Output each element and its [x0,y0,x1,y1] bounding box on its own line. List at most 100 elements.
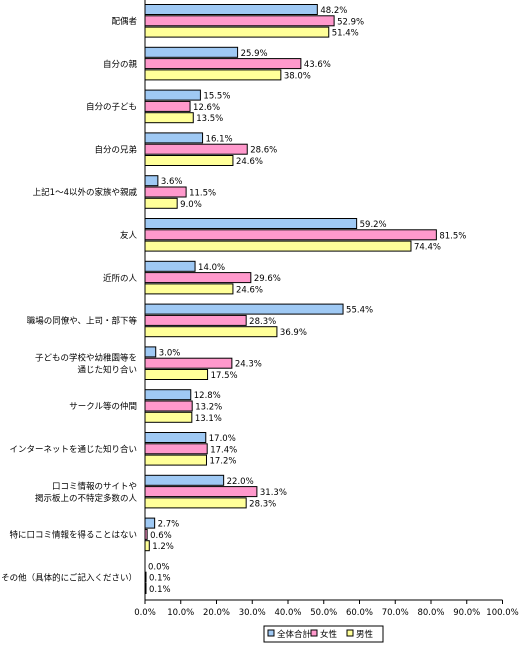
category-label-line: 職場の同僚や、上司・部下等 [27,316,138,327]
data-label: 28.6% [250,146,277,156]
category-label-line: 自分の親 [103,59,138,70]
data-label: 12.6% [193,103,220,113]
bar [144,497,247,509]
category-label: 友人 [120,230,138,241]
category-label-line: 自分の兄弟 [94,144,137,155]
data-label: 17.0% [209,434,236,444]
category-label-line: インターネットを通じた知り合い [9,444,137,455]
bar [144,272,252,284]
data-label: 0.1% [149,574,171,584]
bar [144,400,193,412]
data-label: 43.6% [304,60,331,70]
data-label: 29.6% [254,274,281,284]
category-label-line: 通じた知り合い [77,364,137,375]
category-labels: 配偶者自分の親自分の子ども自分の兄弟上記1～4以外の家族や親戚友人近所の人職場の… [1,16,137,583]
bar [144,26,330,38]
category-label: 職場の同僚や、上司・部下等 [27,316,138,327]
data-label: 74.4% [414,243,441,253]
bar [144,369,209,380]
data-label: 24.6% [236,157,263,167]
bar [144,112,194,124]
bar [144,260,196,272]
category-label: 特に口コミ情報を得ることはない [9,530,137,541]
bar [144,186,187,198]
data-label: 48.2% [320,6,347,16]
data-label: 55.4% [346,306,373,316]
legend-swatch [346,629,354,637]
bar [144,389,192,401]
data-label: 16.1% [206,134,233,144]
category-label: 近所の人 [103,273,138,284]
legend-label: 男性 [356,629,374,640]
x-tick-label: 10.0% [167,608,194,618]
category-label: インターネットを通じた知り合い [9,444,137,455]
bar [144,303,344,315]
category-label: その他（具体的にご記入ください） [1,572,137,583]
data-label: 38.0% [284,71,311,81]
category-label: 自分の兄弟 [94,144,137,155]
data-label: 1.2% [152,542,174,552]
category-label-line: 友人 [120,230,138,241]
legend-label: 全体合計 [277,629,312,640]
data-label: 17.4% [210,445,237,455]
bar [144,486,258,498]
data-label: 25.9% [241,49,268,59]
x-tick-label: 50.0% [310,608,337,618]
data-label: 11.5% [189,189,216,199]
bar [144,218,358,229]
data-label: 51.4% [332,29,359,39]
x-tick-label: 20.0% [203,608,230,618]
bar [144,143,248,155]
legend-swatch [267,629,275,637]
legend-label: 女性 [320,629,338,640]
bar [144,346,157,358]
bar [144,517,156,529]
bar [144,69,282,81]
bar [144,4,318,15]
data-label: 28.3% [249,317,276,327]
category-label-line: 自分の子ども [86,102,137,113]
x-tick-label: 0.0% [134,608,156,618]
bar [144,58,302,70]
data-label: 15.5% [203,92,230,102]
data-label: 0.1% [149,585,171,595]
bar [144,240,412,252]
category-label: 子どもの学校や幼稚園等を通じた知り合い [35,352,137,375]
x-tick-label: 100.0% [486,608,518,618]
bars [144,4,437,594]
category-label: 口コミ情報のサイトや掲示板上の不特定多数の人 [35,481,138,504]
x-tick-label: 90.0% [453,608,480,618]
x-tick-label: 60.0% [346,608,373,618]
category-label-line: 子どもの学校や幼稚園等を [35,352,137,363]
data-label: 24.6% [236,285,263,295]
bar [144,132,204,144]
category-label-line: サークル等の仲間 [69,401,137,412]
data-label: 12.8% [194,391,221,401]
category-label-line: その他（具体的にご記入ください） [1,572,137,583]
data-label: 13.1% [195,414,222,424]
category-label-line: 近所の人 [103,273,138,284]
bar [144,155,234,166]
data-label: 52.9% [337,17,364,27]
bar [144,314,247,326]
bar [144,89,201,101]
x-tick-label: 40.0% [274,608,301,618]
data-label: 17.5% [211,371,238,381]
x-tick-label: 80.0% [417,608,444,618]
bar [144,229,437,241]
bar [144,46,239,58]
category-label-line: 掲示板上の不特定多数の人 [35,493,138,504]
bar [144,197,178,209]
data-label: 2.7% [158,520,180,530]
x-tick-label: 70.0% [382,608,409,618]
category-label: 配偶者 [111,16,137,27]
axes: 0.0% 10.0% 20.0% 30.0% 40.0% 50.0% 60.0% 70.0% 8… [134,0,519,618]
data-label: 3.6% [161,177,183,187]
data-label: 17.2% [209,457,236,467]
data-label: 9.0% [180,200,202,210]
bar [144,411,193,423]
category-label-line: 上記1～4以外の家族や親戚 [33,187,138,198]
category-label: サークル等の仲間 [69,401,137,412]
data-label: 13.5% [196,114,223,124]
bar [144,443,208,455]
